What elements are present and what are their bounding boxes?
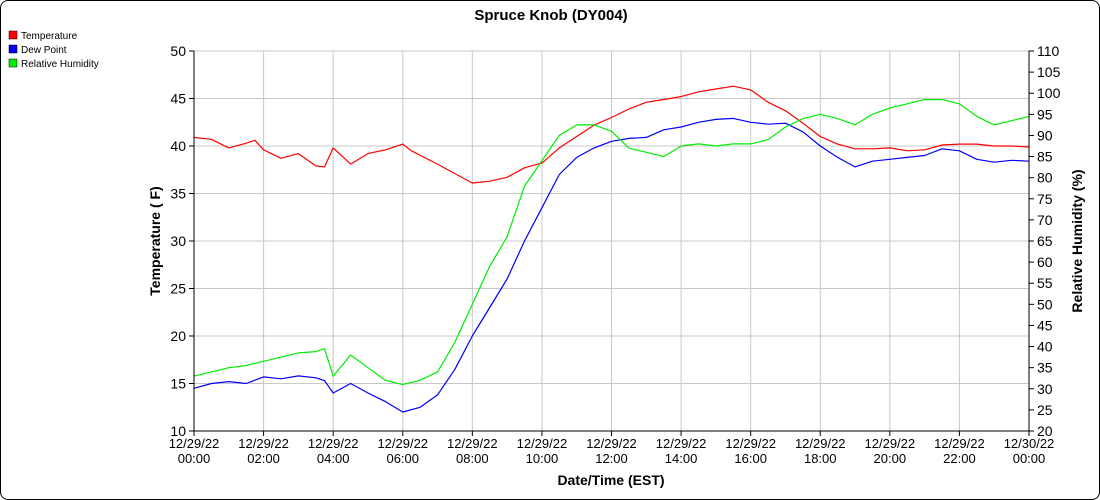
x-tick-time-label: 12:00 xyxy=(595,451,628,466)
chart-title: Spruce Knob (DY004) xyxy=(474,7,627,24)
y-left-tick-label: 30 xyxy=(170,233,186,249)
y-left-tick-label: 10 xyxy=(170,423,186,439)
y-right-tick-label: 95 xyxy=(1037,106,1053,122)
legend-swatch-temperature xyxy=(8,30,18,40)
x-tick-time-label: 08:00 xyxy=(456,451,489,466)
y-left-tick-label: 45 xyxy=(170,91,186,107)
x-tick-time-label: 14:00 xyxy=(665,451,698,466)
x-tick-date-label: 12/29/22 xyxy=(795,436,846,451)
y-left-tick-label: 35 xyxy=(170,186,186,202)
y-right-tick-label: 60 xyxy=(1037,254,1053,270)
x-tick-time-label: 16:00 xyxy=(734,451,767,466)
x-tick-date-label: 12/29/22 xyxy=(447,436,498,451)
y-right-tick-label: 110 xyxy=(1037,43,1060,59)
x-tick-time-label: 20:00 xyxy=(874,451,907,466)
y-left-tick-label: 25 xyxy=(170,281,186,297)
y-axis-right-title: Relative Humidity (%) xyxy=(1069,169,1085,312)
x-tick-time-label: 04:00 xyxy=(317,451,350,466)
x-tick-date-label: 12/30/22 xyxy=(1004,436,1055,451)
legend: Temperature Dew Point Relative Humidity xyxy=(8,30,99,70)
x-tick-date-label: 12/29/22 xyxy=(725,436,776,451)
y-left-tick-label: 50 xyxy=(170,43,186,59)
y-right-tick-label: 55 xyxy=(1037,275,1053,291)
x-tick-date-label: 12/29/22 xyxy=(169,436,220,451)
x-tick-date-label: 12/29/22 xyxy=(934,436,985,451)
y-left-tick-label: 20 xyxy=(170,328,186,344)
y-right-tick-label: 90 xyxy=(1037,127,1053,143)
y-left-tick-label: 40 xyxy=(170,138,186,154)
x-tick-time-label: 02:00 xyxy=(247,451,280,466)
series-line-relative-humidity xyxy=(193,98,1030,386)
series-layer xyxy=(193,85,1030,413)
axes: 10 15 20 25 30 35 40 45 50 20 25 30 35 40 45 50 55 60 65 70… xyxy=(169,43,1061,466)
x-tick-date-label: 12/29/22 xyxy=(308,436,359,451)
x-tick-date-label: 12/29/22 xyxy=(238,436,289,451)
x-tick-time-label: 22:00 xyxy=(943,451,976,466)
legend-label-dew-point: Dew Point xyxy=(21,45,67,56)
legend-swatch-dew-point xyxy=(8,44,18,54)
y-right-tick-label: 50 xyxy=(1037,296,1053,312)
y-right-tick-label: 105 xyxy=(1037,64,1061,80)
y-right-tick-label: 100 xyxy=(1037,85,1061,101)
series-line-dew-point xyxy=(193,117,1030,413)
x-tick-time-label: 18:00 xyxy=(804,451,837,466)
y-right-tick-label: 45 xyxy=(1037,317,1053,333)
y-left-tick-label: 15 xyxy=(170,376,186,392)
x-tick-date-label: 12/29/22 xyxy=(656,436,707,451)
legend-swatch-relative-humidity xyxy=(8,58,18,68)
grid xyxy=(193,50,1030,432)
y-right-tick-label: 70 xyxy=(1037,212,1053,228)
y-right-tick-label: 40 xyxy=(1037,339,1053,355)
x-axis-title: Date/Time (EST) xyxy=(557,472,664,488)
x-tick-date-label: 12/29/22 xyxy=(865,436,916,451)
x-tick-date-label: 12/29/22 xyxy=(377,436,428,451)
y-right-tick-label: 35 xyxy=(1037,360,1053,376)
y-right-tick-label: 85 xyxy=(1037,149,1053,165)
legend-label-temperature: Temperature xyxy=(21,31,78,42)
x-tick-date-label: 12/29/22 xyxy=(586,436,637,451)
y-right-tick-label: 80 xyxy=(1037,170,1053,186)
y-axis-left-title: Temperature ( F) xyxy=(147,186,163,295)
x-tick-time-label: 06:00 xyxy=(386,451,419,466)
y-right-tick-label: 20 xyxy=(1037,423,1053,439)
x-tick-date-label: 12/29/22 xyxy=(517,436,568,451)
y-right-tick-label: 75 xyxy=(1037,191,1053,207)
legend-label-relative-humidity: Relative Humidity xyxy=(21,59,99,70)
x-tick-time-label: 00:00 xyxy=(178,451,211,466)
y-right-tick-label: 30 xyxy=(1037,381,1053,397)
y-right-tick-label: 25 xyxy=(1037,402,1053,418)
x-tick-time-label: 00:00 xyxy=(1013,451,1046,466)
y-right-tick-label: 65 xyxy=(1037,233,1053,249)
x-tick-time-label: 10:00 xyxy=(526,451,559,466)
